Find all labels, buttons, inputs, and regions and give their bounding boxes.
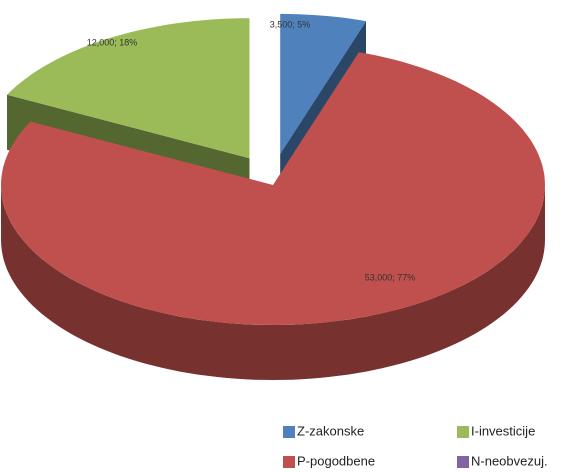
legend-swatch	[283, 426, 295, 438]
slice	[1, 52, 545, 325]
legend-label: N-neobvezuj.	[471, 453, 548, 468]
slice-side	[1, 185, 545, 380]
data-label: 53,000; 77%	[365, 272, 416, 282]
data-label: 3,500; 5%	[270, 19, 311, 29]
slice	[280, 13, 366, 154]
legend-swatch	[457, 426, 469, 438]
legend-label: Z-zakonske	[297, 423, 364, 438]
legend-swatch	[457, 456, 469, 468]
slice	[7, 18, 250, 159]
legend-label: I-investicije	[471, 423, 535, 438]
legend-swatch	[283, 456, 295, 468]
data-label: 12,000; 18%	[87, 37, 138, 47]
legend-label: P-pogodbene	[297, 453, 375, 468]
